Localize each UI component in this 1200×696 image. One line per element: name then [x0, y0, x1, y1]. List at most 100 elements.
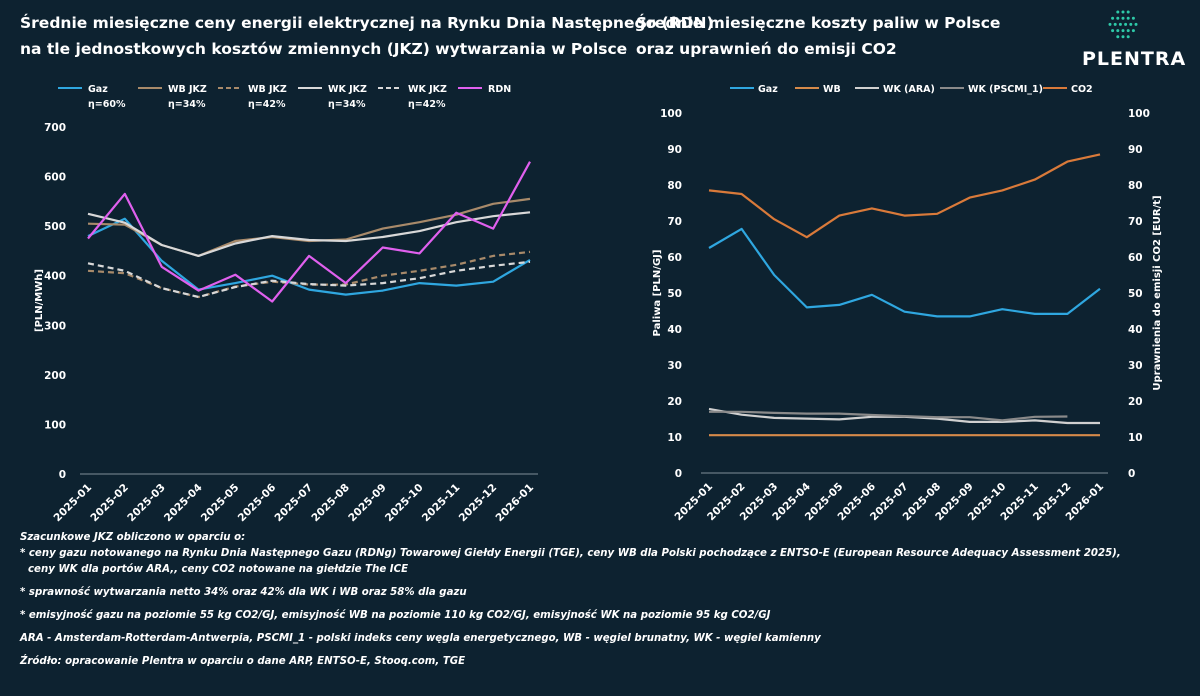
legend-item: CO2 [1043, 84, 1093, 95]
footnotes: Szacunkowe JKZ obliczono w oparciu o: * … [20, 530, 1180, 670]
logo-text: PLENTRA [1082, 48, 1187, 70]
y2-tick-label: 60 [1128, 252, 1143, 264]
legend-item: Gaz η=60% [58, 84, 126, 110]
note-line-4: * sprawność wytwarzania netto 34% oraz 4… [20, 587, 467, 598]
y-tick-label: 700 [44, 122, 66, 134]
y-tick-label: 500 [44, 221, 66, 233]
left-title-line1: Średnie miesięczne ceny energii elektryc… [20, 14, 714, 32]
logo-dot [1126, 10, 1130, 14]
logo-dot [1113, 22, 1117, 26]
note-line-2: * ceny gazu notowanego na Rynku Dnia Nas… [20, 548, 1121, 559]
logo-dot [1111, 29, 1115, 33]
x-tick-label: 2025-06 [236, 482, 279, 525]
legend-item: WB [795, 84, 841, 95]
logo-dot [1111, 16, 1115, 20]
y-tick-label: 200 [44, 370, 66, 382]
series-line [708, 153, 1101, 239]
y-tick-label: 60 [667, 252, 682, 264]
logo-dot [1116, 10, 1120, 14]
y2-tick-label: 80 [1128, 180, 1143, 192]
y2-tick-label: 100 [1128, 108, 1150, 120]
logo-dot [1121, 35, 1125, 39]
y2-tick-label: 10 [1128, 432, 1143, 444]
y-tick-label: 70 [667, 216, 682, 228]
y-tick-label: 30 [667, 360, 682, 372]
y-tick-label: 100 [44, 419, 66, 431]
logo-dot [1126, 16, 1130, 20]
y-axis-label: [PLN/MWh] [34, 269, 45, 332]
left-line-chart: 01002003004005006007002025-012025-022025… [34, 84, 538, 525]
note-line-3: ceny WK dla portów ARA,, ceny CO2 notowa… [28, 564, 409, 575]
y2-tick-label: 70 [1128, 216, 1143, 228]
logo-dot [1121, 10, 1125, 14]
legend-label: Gaz [758, 84, 778, 95]
x-tick-label: 2025-02 [88, 482, 131, 525]
x-tick-label: 2025-08 [309, 482, 352, 525]
y2-tick-label: 0 [1128, 468, 1135, 480]
note-line-1: Szacunkowe JKZ obliczono w oparciu o: [20, 532, 246, 543]
right-title-line1: Średnie miesięczne koszty paliw w Polsce [636, 14, 1001, 32]
y-tick-label: 50 [667, 288, 682, 300]
logo-dot [1108, 22, 1112, 26]
legend-item: WB JKZ η=42% [218, 84, 287, 110]
logo-dot [1121, 29, 1125, 33]
logo-dot [1118, 22, 1122, 26]
y2-tick-label: 50 [1128, 288, 1143, 300]
note-line-6: ARA - Amsterdam-Rotterdam-Antwerpia, PSC… [20, 633, 821, 644]
legend-label: WB JKZ [168, 84, 207, 95]
series-line [87, 211, 531, 257]
y-tick-label: 100 [660, 108, 682, 120]
y2-tick-label: 40 [1128, 324, 1143, 336]
right-chart-title: Średnie miesięczne koszty paliw w Polsce… [636, 10, 1000, 62]
y-axis-label: Paliwa [PLN/GJ] [652, 250, 663, 337]
y2-tick-label: 20 [1128, 396, 1143, 408]
y-tick-label: 10 [667, 432, 682, 444]
legend-label: WK (PSCMI_1) [968, 84, 1043, 95]
legend-item: WK JKZ η=42% [378, 84, 447, 110]
series-line [708, 227, 1101, 318]
x-tick-label: 2025-04 [162, 482, 205, 525]
x-tick-label: 2025-05 [199, 482, 242, 525]
series-line [87, 217, 531, 296]
legend-item: Gaz [730, 84, 778, 95]
logo-dot [1131, 29, 1135, 33]
y-tick-label: 0 [675, 468, 682, 480]
x-tick-label: 2025-01 [52, 482, 95, 525]
legend-sublabel: η=42% [248, 99, 286, 110]
note-line-5: * emisyjność gazu na poziomie 55 kg CO2/… [20, 610, 771, 621]
legend-label: CO2 [1071, 84, 1093, 95]
plentra-logo-icon [1108, 10, 1138, 39]
left-chart-title: Średnie miesięczne ceny energii elektryc… [20, 10, 714, 62]
y2-tick-label: 30 [1128, 360, 1143, 372]
x-tick-label: 2025-07 [273, 482, 316, 525]
x-tick-label: 2025-10 [383, 482, 426, 525]
y-tick-label: 80 [667, 180, 682, 192]
legend-label: WB [823, 84, 841, 95]
logo-dot [1134, 22, 1138, 26]
legend-item: WK (PSCMI_1) [940, 84, 1043, 95]
legend-label: Gaz [88, 84, 108, 95]
y-tick-label: 20 [667, 396, 682, 408]
y2-axis-label: Uprawnienia do emisji CO2 [EUR/t] [1152, 195, 1163, 390]
logo-dot [1126, 35, 1130, 39]
x-tick-label: 2025-11 [420, 482, 463, 525]
legend-item: RDN [458, 84, 511, 95]
right-line-chart: 0 0 10 10 20 20 30 30 40 40 50 50 60 60 70 70 80 80 90 90 10… [652, 84, 1163, 523]
legend-sublabel: η=60% [88, 99, 126, 110]
y-tick-label: 0 [59, 469, 66, 481]
legend-sublabel: η=42% [408, 99, 446, 110]
legend-item: WB JKZ η=34% [138, 84, 207, 110]
series-line [87, 260, 531, 299]
y-tick-label: 40 [667, 324, 682, 336]
x-tick-label: 2026-01 [494, 482, 537, 525]
logo-dot [1121, 16, 1125, 20]
y-tick-label: 300 [44, 320, 66, 332]
logo-dot [1124, 22, 1128, 26]
right-title-line2: oraz uprawnień do emisji CO2 [636, 40, 897, 58]
logo-dot [1116, 29, 1120, 33]
legend-item: WK (ARA) [855, 84, 935, 95]
y-tick-label: 400 [44, 271, 66, 283]
logo-dot [1116, 16, 1120, 20]
legend-sublabel: η=34% [328, 99, 366, 110]
legend-sublabel: η=34% [168, 99, 206, 110]
